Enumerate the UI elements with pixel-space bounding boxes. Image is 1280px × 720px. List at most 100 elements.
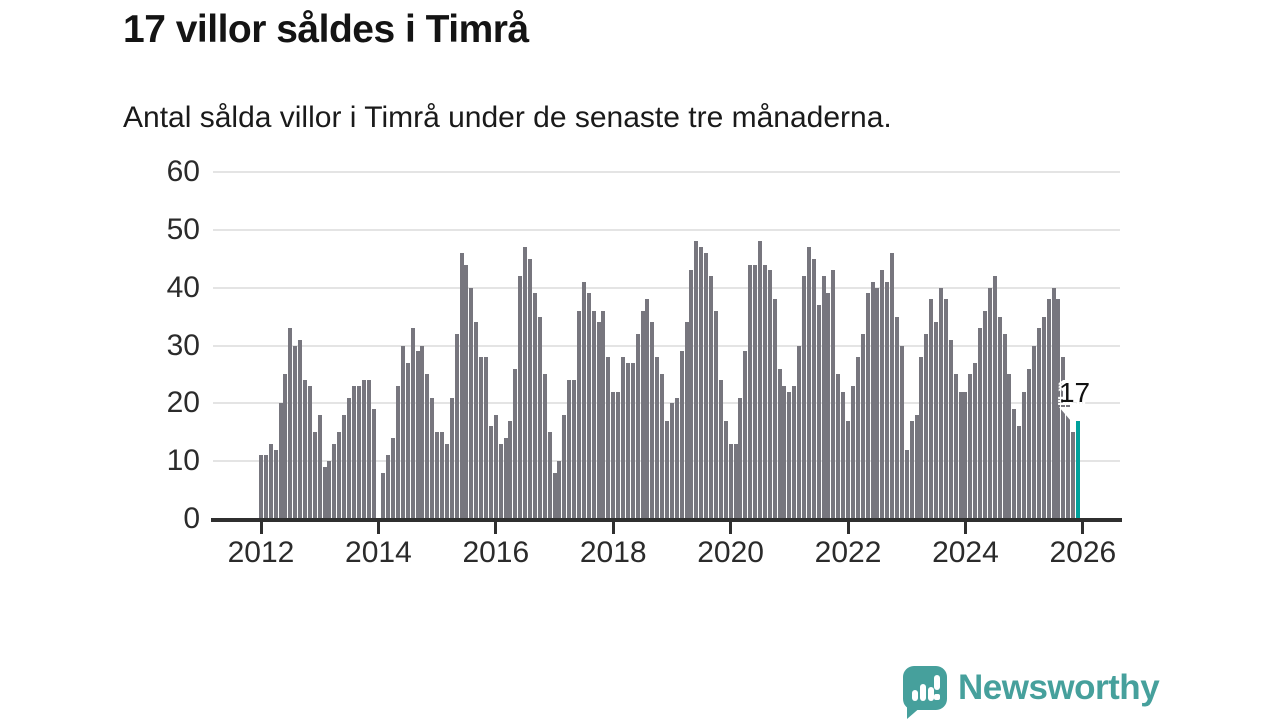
logo-bubble-tail (907, 706, 922, 719)
bar (611, 391, 616, 519)
bar (528, 258, 533, 519)
bar (395, 385, 400, 519)
bar (958, 391, 963, 519)
bar (689, 270, 694, 519)
bar (983, 310, 988, 519)
bar (606, 357, 611, 519)
bar (718, 380, 723, 519)
x-tick (494, 521, 498, 534)
bar (1041, 316, 1046, 519)
bar (890, 252, 895, 519)
y-tick-label: 10 (166, 444, 200, 478)
bar (816, 305, 821, 519)
bar (943, 299, 948, 519)
newsworthy-logo: Newsworthy (903, 666, 1163, 719)
bar (518, 276, 523, 519)
bar (797, 345, 802, 519)
bar (1046, 299, 1051, 519)
bar (929, 299, 934, 519)
bar (655, 357, 660, 519)
bar (508, 420, 513, 519)
bar (537, 316, 542, 519)
bar (811, 258, 816, 519)
bar (312, 432, 317, 519)
bar (1061, 357, 1066, 519)
bar (640, 310, 645, 519)
bar (860, 333, 865, 519)
gridline (213, 286, 1120, 289)
bar (987, 287, 992, 519)
gridline (213, 171, 1120, 173)
bar (435, 432, 440, 519)
bar (381, 472, 386, 519)
bar (757, 241, 762, 519)
bar (425, 374, 430, 519)
bar (963, 391, 968, 519)
bar (870, 281, 875, 519)
bar (1002, 333, 1007, 519)
bar (684, 322, 689, 519)
x-axis-line (211, 518, 1122, 522)
bar (762, 264, 767, 519)
x-tick-label: 2014 (345, 536, 412, 569)
bar (650, 322, 655, 519)
bar (880, 270, 885, 519)
bar (356, 385, 361, 519)
x-tick (611, 521, 615, 534)
bar (992, 276, 997, 519)
bar (899, 345, 904, 519)
bar (831, 270, 836, 519)
bar (948, 339, 953, 519)
bar (293, 345, 298, 519)
bar (699, 247, 704, 519)
bar (709, 276, 714, 519)
bar (591, 310, 596, 519)
bar (953, 374, 958, 519)
logo-exclamation-icon (934, 675, 940, 690)
bar (523, 247, 528, 519)
bar (1031, 345, 1036, 519)
bar (792, 385, 797, 519)
bar (278, 403, 283, 519)
bar (371, 409, 376, 519)
gridline (213, 344, 1120, 347)
bar (366, 380, 371, 519)
bar (259, 455, 263, 519)
bar (772, 299, 777, 519)
bar (303, 380, 308, 519)
bar (826, 293, 831, 519)
bar (645, 299, 650, 519)
bar (542, 374, 547, 519)
bar (924, 333, 929, 519)
y-tick-label: 20 (166, 386, 200, 420)
highlighted-bar (1075, 420, 1080, 519)
bar (405, 362, 410, 519)
bar (601, 310, 606, 519)
bar (444, 443, 449, 519)
logo-chart-bar-icon (928, 687, 934, 701)
bar (493, 414, 498, 519)
bar (317, 414, 322, 519)
x-tick-label: 2024 (932, 536, 999, 569)
bar (288, 328, 293, 519)
bar (938, 287, 943, 519)
annotation-pointer (1058, 406, 1071, 421)
bar (498, 443, 503, 519)
bar (474, 322, 479, 519)
x-tick (376, 521, 380, 534)
bar (557, 461, 562, 519)
bar (625, 362, 630, 519)
y-tick-label: 30 (166, 328, 200, 362)
bar (674, 397, 679, 519)
bar (753, 264, 758, 519)
bar (713, 310, 718, 519)
bar (850, 385, 855, 519)
y-tick-label: 50 (166, 212, 200, 246)
bar (1066, 403, 1071, 519)
bar (347, 397, 352, 519)
bar (635, 333, 640, 519)
bar (562, 414, 567, 519)
bar (552, 472, 557, 519)
bar (410, 328, 415, 519)
